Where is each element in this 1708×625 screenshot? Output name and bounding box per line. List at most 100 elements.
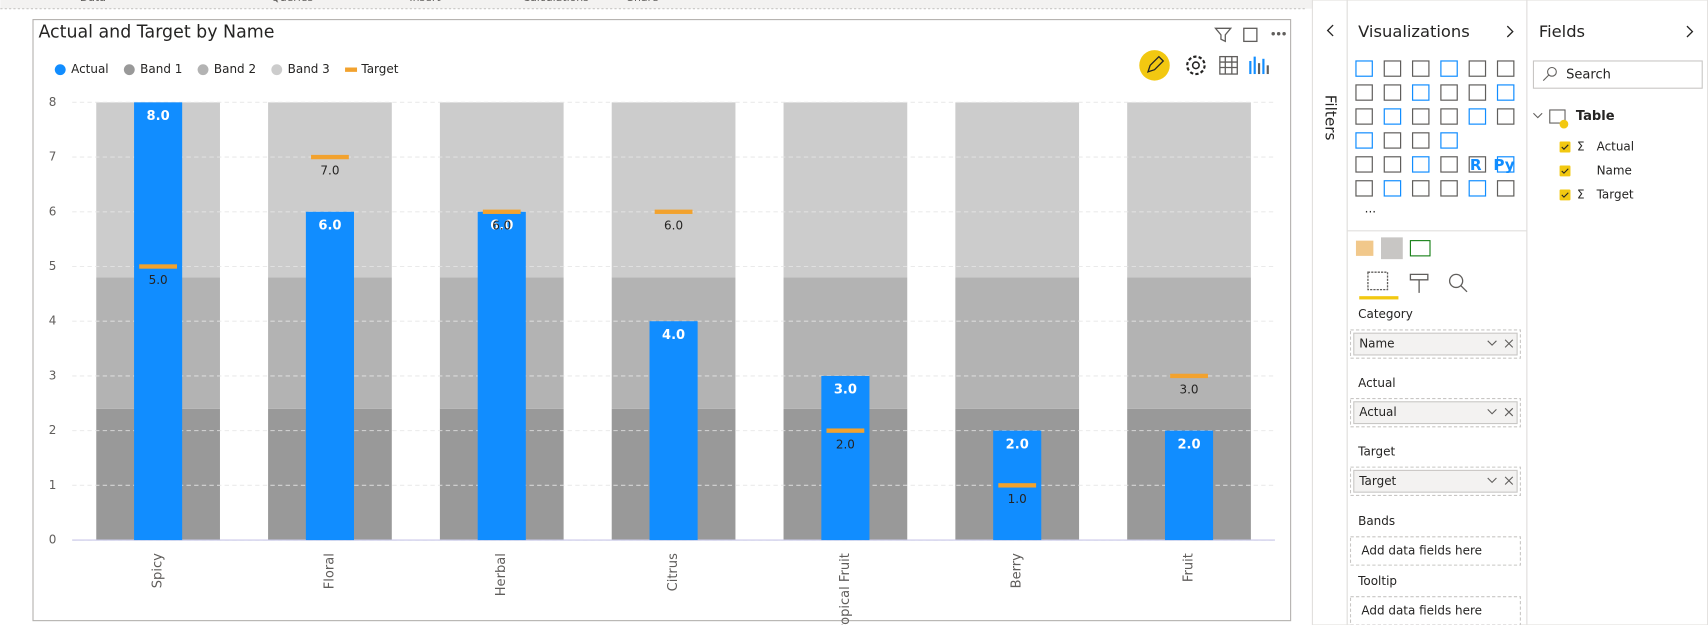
visual-icon[interactable] <box>1355 180 1373 197</box>
legend-label[interactable]: Actual <box>71 62 109 76</box>
visual-icon[interactable] <box>1411 180 1430 197</box>
visual-icon[interactable] <box>1383 156 1402 173</box>
edit-button[interactable] <box>1139 50 1170 81</box>
custom-visual-icon-selected[interactable] <box>1381 237 1403 260</box>
legend-label[interactable]: Band 3 <box>288 62 330 76</box>
target-marker[interactable] <box>826 428 865 433</box>
visual-icon[interactable] <box>1468 180 1487 197</box>
remove-icon[interactable] <box>1504 339 1514 348</box>
field-pill[interactable] <box>1353 469 1518 493</box>
fields-tab[interactable] <box>1367 271 1389 291</box>
actual-bar[interactable] <box>305 211 354 541</box>
visual-icon[interactable] <box>1440 60 1458 77</box>
python-visual-icon[interactable]: Py <box>1493 156 1514 174</box>
visual-icon[interactable] <box>1355 132 1373 149</box>
visual-icon[interactable] <box>1468 156 1487 173</box>
target-marker[interactable] <box>654 209 693 214</box>
field-name[interactable]: Name <box>1597 163 1632 177</box>
visual-icon[interactable] <box>1383 108 1402 125</box>
filter-icon[interactable] <box>1214 27 1233 43</box>
remove-icon[interactable] <box>1504 407 1514 417</box>
target-marker[interactable] <box>139 264 178 269</box>
custom-visual-icon[interactable] <box>1409 240 1431 257</box>
visual-icon[interactable] <box>1411 108 1430 125</box>
ribbon-tab[interactable]: Share <box>627 0 659 4</box>
visual-icon[interactable] <box>1383 132 1402 149</box>
remove-icon[interactable] <box>1504 476 1514 485</box>
more-visuals[interactable]: ··· <box>1365 205 1376 219</box>
ribbon-tab[interactable]: Data <box>80 0 106 4</box>
visual-icon[interactable] <box>1468 84 1487 101</box>
legend-label[interactable]: Band 2 <box>214 62 256 76</box>
visual-icon[interactable] <box>1440 180 1458 197</box>
visual-icon[interactable] <box>1411 60 1430 77</box>
r-visual-icon[interactable]: R <box>1470 156 1482 174</box>
field-name[interactable]: Target <box>1596 187 1634 201</box>
field-checkbox[interactable] <box>1559 141 1571 153</box>
dropdown-icon[interactable] <box>1487 477 1497 484</box>
visual-icon[interactable] <box>1355 156 1373 173</box>
visual-icon[interactable] <box>1411 84 1430 101</box>
field-pill[interactable] <box>1353 332 1518 356</box>
more-icon[interactable] <box>1276 32 1281 36</box>
legend-label[interactable]: Band 1 <box>140 62 182 76</box>
actual-bar[interactable] <box>821 375 870 541</box>
target-marker[interactable] <box>998 483 1037 488</box>
target-marker[interactable] <box>311 154 349 160</box>
visual-icon[interactable] <box>1496 84 1515 101</box>
visual-icon[interactable] <box>1440 156 1458 173</box>
ribbon-tab[interactable]: Calculations <box>522 0 589 4</box>
actual-bar[interactable] <box>649 321 698 541</box>
dropdown-icon[interactable] <box>1487 409 1497 415</box>
format-tab[interactable] <box>1409 273 1429 293</box>
visual-icon[interactable] <box>1440 84 1458 101</box>
expand-icon[interactable] <box>1506 25 1514 38</box>
settings-icon[interactable] <box>1186 55 1206 76</box>
visual-icon[interactable] <box>1496 108 1515 125</box>
target-marker[interactable] <box>1170 373 1208 379</box>
visual-icon[interactable] <box>1355 60 1373 77</box>
visual-icon[interactable] <box>1496 156 1515 173</box>
visual-icon[interactable] <box>1468 108 1487 125</box>
expand-icon[interactable] <box>1686 25 1694 38</box>
legend-label[interactable]: Target <box>360 62 398 76</box>
well-box[interactable] <box>1349 596 1521 625</box>
visual-icon[interactable] <box>1496 60 1515 77</box>
visual-icon[interactable] <box>1355 108 1373 125</box>
actual-bar[interactable] <box>134 102 183 541</box>
field-pill[interactable] <box>1353 401 1518 425</box>
analytics-tab[interactable] <box>1448 273 1464 289</box>
focus-icon[interactable] <box>1243 27 1258 43</box>
visual-icon[interactable] <box>1411 132 1430 149</box>
visual-icon[interactable] <box>1355 84 1373 101</box>
filters-pane[interactable] <box>1311 0 1348 625</box>
visual-icon[interactable] <box>1440 108 1458 125</box>
actual-bar[interactable] <box>477 211 526 541</box>
visual-icon[interactable] <box>1383 84 1402 101</box>
visual-icon[interactable] <box>1411 156 1430 173</box>
check-mark <box>1561 192 1569 198</box>
target-marker[interactable] <box>482 209 521 214</box>
well-box[interactable] <box>1349 536 1521 566</box>
table-icon[interactable] <box>1219 55 1238 75</box>
field-checkbox[interactable] <box>1559 165 1571 177</box>
chart-icon[interactable] <box>1249 56 1269 75</box>
search-box[interactable] <box>1532 60 1703 89</box>
collapse-icon[interactable] <box>1326 24 1334 37</box>
visual-icon[interactable] <box>1440 132 1458 149</box>
ribbon-tab[interactable]: Queries <box>271 0 313 4</box>
more-icon[interactable] <box>1271 32 1275 36</box>
dropdown-icon[interactable] <box>1487 340 1497 346</box>
visual-icon[interactable] <box>1383 180 1402 197</box>
field-checkbox[interactable] <box>1559 189 1571 201</box>
custom-visual-icon[interactable] <box>1355 240 1374 256</box>
visual-icon[interactable] <box>1496 180 1515 197</box>
ribbon-tab[interactable]: Insert <box>409 0 440 4</box>
actual-bar[interactable] <box>1164 430 1214 541</box>
table-name[interactable]: Table <box>1576 109 1615 124</box>
expander[interactable] <box>1533 112 1543 119</box>
visual-icon[interactable] <box>1383 60 1402 77</box>
field-name[interactable]: Actual <box>1597 139 1634 153</box>
more-icon[interactable] <box>1282 32 1286 36</box>
visual-icon[interactable] <box>1468 60 1487 77</box>
